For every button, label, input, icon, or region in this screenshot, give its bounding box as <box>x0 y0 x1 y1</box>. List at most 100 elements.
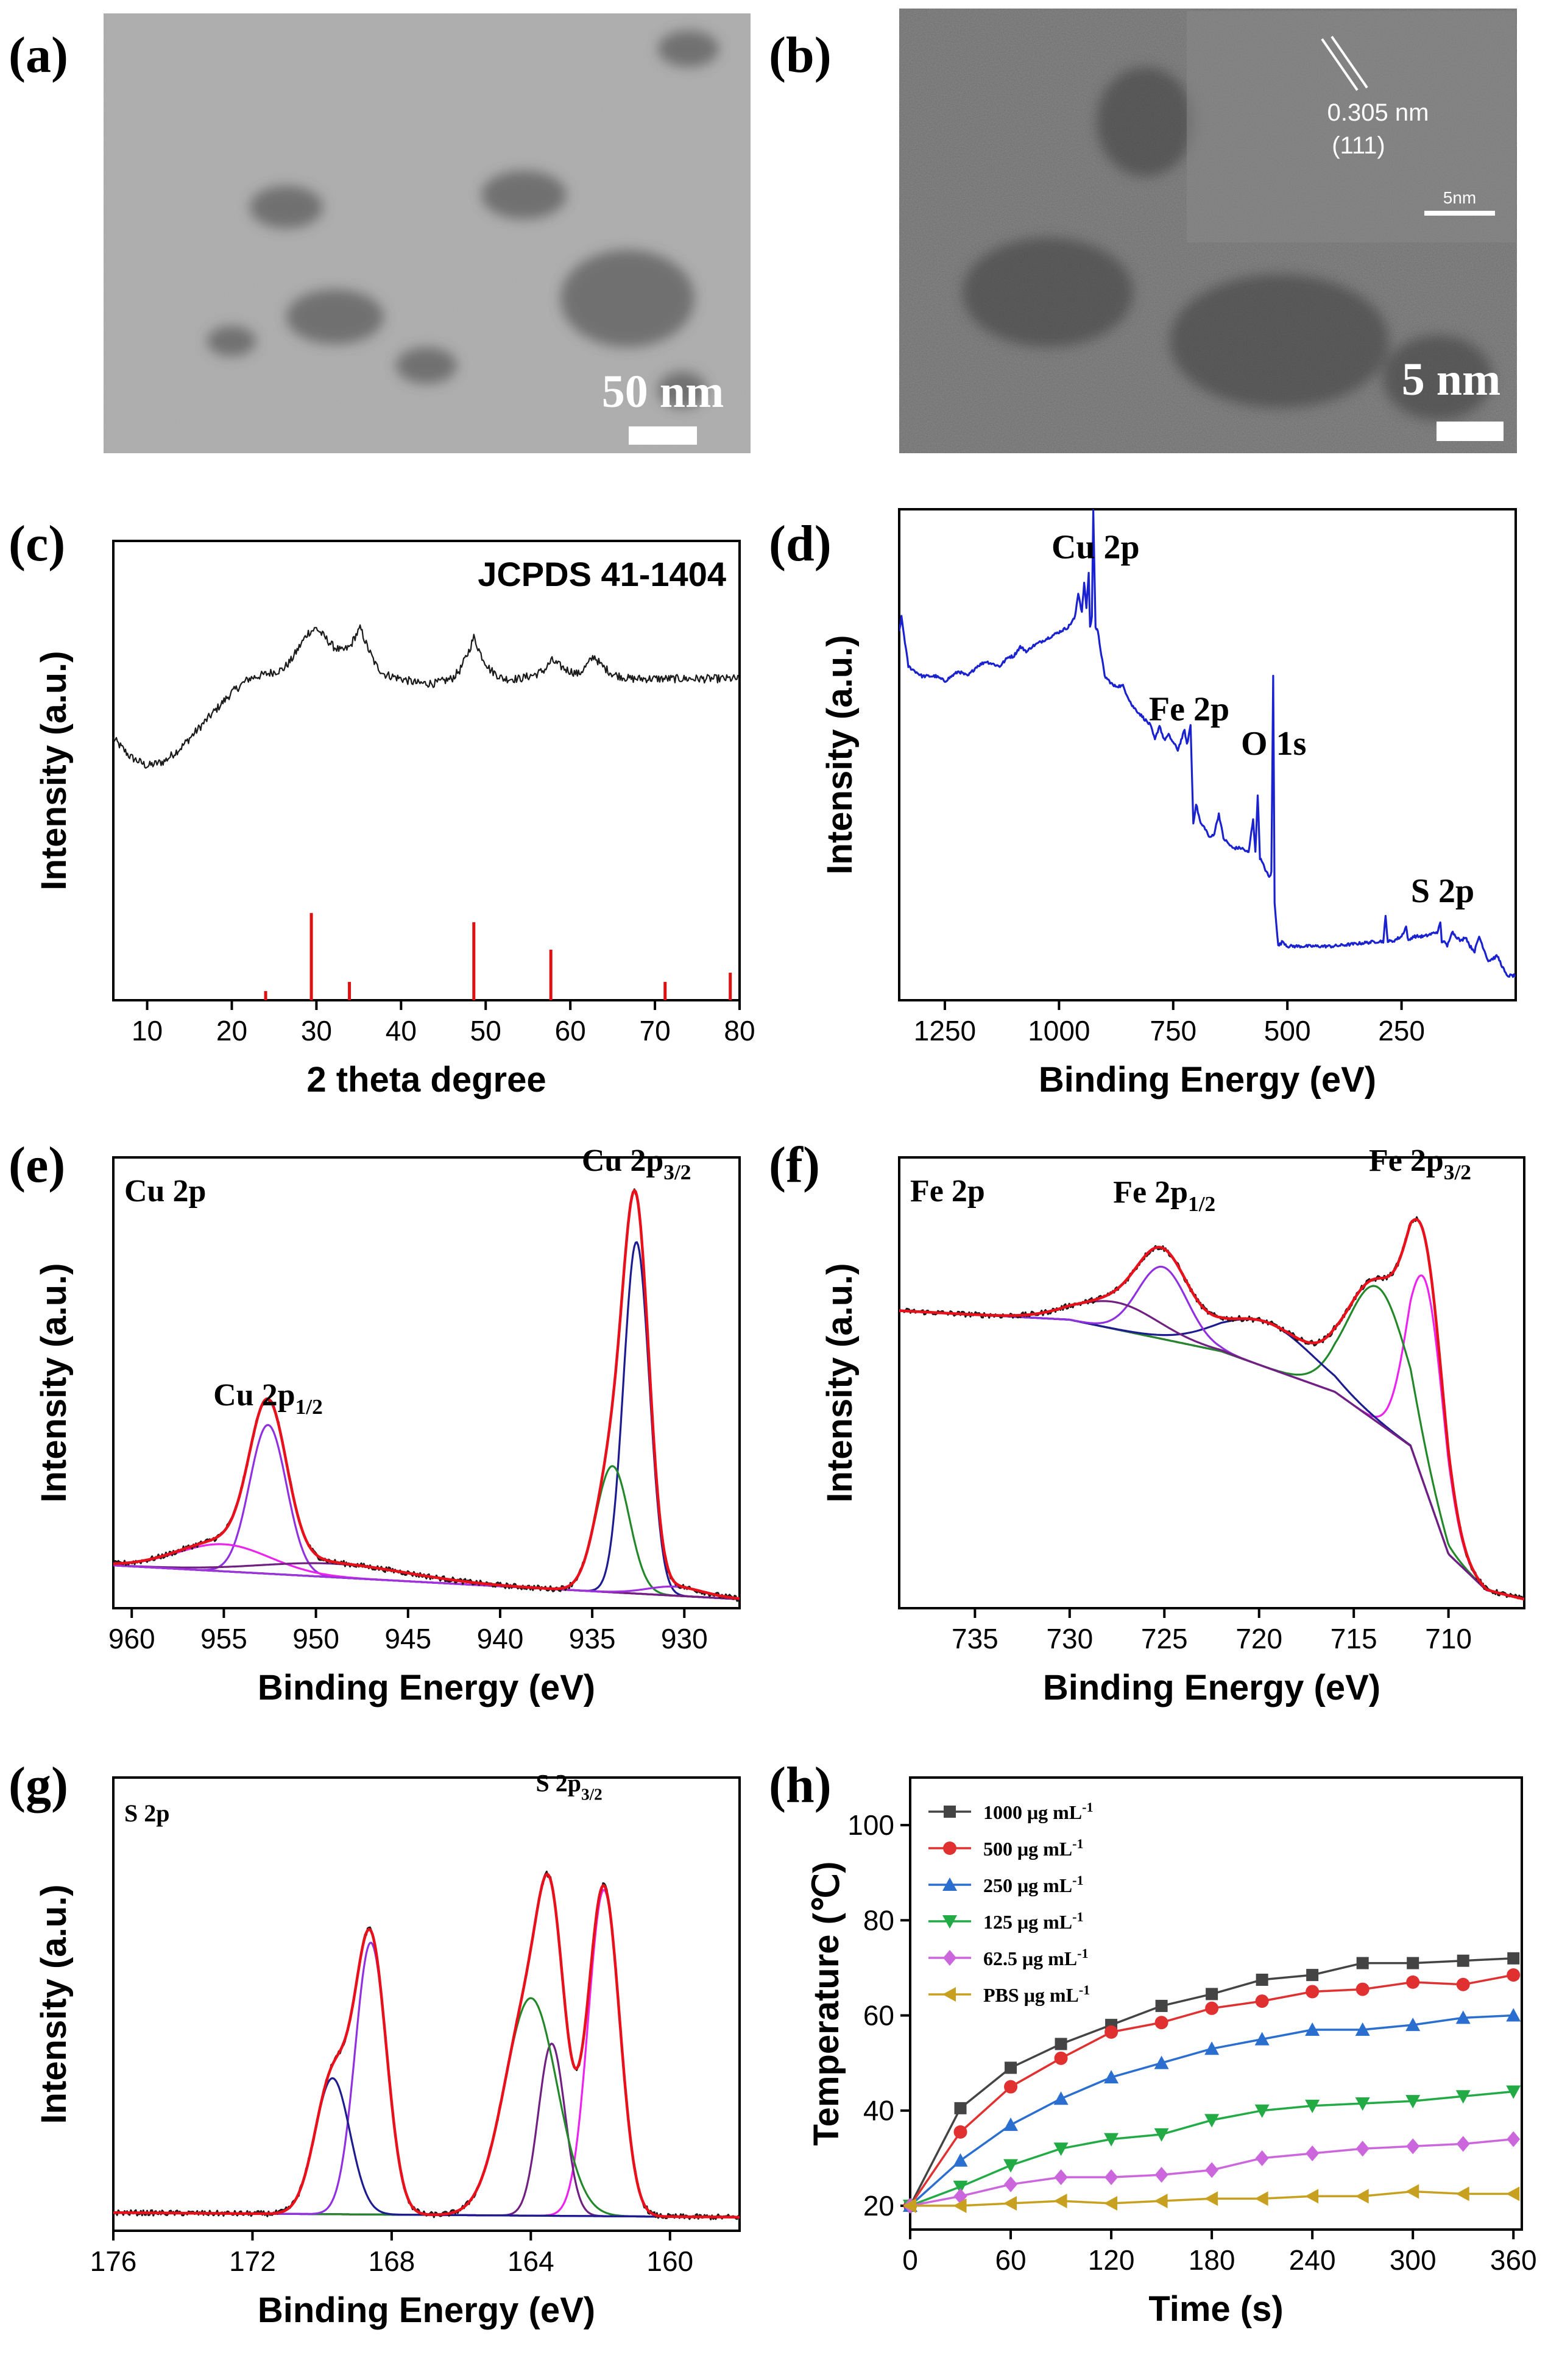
data-point <box>1053 2091 1069 2105</box>
data-point <box>1154 2128 1169 2142</box>
peak-annotation: Cu 2p <box>1051 529 1140 567</box>
panel-letter-e: (e) <box>9 1137 65 1193</box>
panel-letter-f: (f) <box>769 1137 820 1193</box>
panel-a: (a) 50 nm <box>9 13 751 453</box>
data-point <box>953 2153 968 2167</box>
data-point <box>943 1950 956 1966</box>
x-tick-label: 120 <box>1088 2244 1135 2276</box>
x-tick-label: 945 <box>384 1623 431 1654</box>
data-point <box>1254 2191 1268 2206</box>
data-point <box>1306 1969 1319 1982</box>
plot-frame <box>898 1156 1525 1609</box>
panel-c-xrd-chart: (c) 10 20 30 40 50 60 70 80 2 theta degree Intensi… <box>9 515 755 1100</box>
data-point <box>1306 2145 1320 2162</box>
y-axis-label: Temperature (℃) <box>807 1862 846 2146</box>
baseline-curve <box>899 1310 1524 1600</box>
xrd-curve <box>112 624 739 769</box>
data-point <box>1506 2186 1520 2202</box>
fit-envelope <box>113 1189 740 1600</box>
y-axis-label: Intensity (a.u.) <box>820 635 860 874</box>
x-tick-label: 20 <box>216 1015 247 1047</box>
x-tick-label: 30 <box>301 1015 332 1047</box>
data-point <box>1255 1994 1269 2008</box>
data-point <box>1154 2167 1168 2183</box>
data-point <box>1154 2055 1169 2069</box>
chart-title: JCPDS 41-1404 <box>478 555 726 593</box>
fit-component <box>113 2043 740 2219</box>
spectrum-label: Cu 2p <box>124 1174 206 1209</box>
x-tick-label: 1250 <box>914 1015 976 1047</box>
peak-label: S 2p3/2 <box>536 1769 603 1803</box>
data-point <box>944 1806 956 1818</box>
data-point <box>1004 2176 1018 2192</box>
legend-label: 1000 μg mL-1 <box>983 1799 1093 1823</box>
y-axis-label: Intensity (a.u.) <box>820 1263 860 1502</box>
x-tick-label: 720 <box>1235 1623 1282 1654</box>
x-tick-label: 250 <box>1378 1015 1425 1047</box>
x-tick-label: 300 <box>1390 2244 1437 2276</box>
x-axis-label: Time (s) <box>1148 2289 1283 2329</box>
panel-h-temperature-chart: (h) 0 60 120 180 240 300 360 20 40 60 80 100 Time (s)… <box>769 1757 1537 2329</box>
data-point <box>1455 2186 1469 2202</box>
data-point <box>1455 2010 1471 2024</box>
x-tick-label: 60 <box>555 1015 586 1047</box>
x-axis-label: Binding Energy (eV) <box>258 1668 595 1707</box>
fit-component <box>113 1543 740 1600</box>
x-tick-label: 176 <box>90 2245 137 2277</box>
legend-label: 62.5 μg mL-1 <box>983 1946 1088 1969</box>
data-point <box>954 2102 967 2114</box>
data-point <box>1355 2097 1370 2111</box>
data-point <box>1506 2085 1521 2099</box>
data-point <box>1205 2001 1219 2015</box>
x-tick-label: 180 <box>1189 2244 1235 2276</box>
inset-scalebar <box>1424 211 1495 216</box>
legend: 1000 μg mL-1 500 μg mL-1 250 μg mL-1 125 μg… <box>928 1799 1093 2006</box>
x-tick-label: 940 <box>477 1623 524 1654</box>
lattice-spacing-label: 0.305 nm <box>1327 99 1429 126</box>
panel-letter-g: (g) <box>9 1757 68 1813</box>
peak-label: Fe 2p1/2 <box>1113 1175 1215 1216</box>
x-tick-label: 1000 <box>1028 1015 1090 1047</box>
data-point <box>943 1841 956 1855</box>
series-line <box>910 2090 1514 2207</box>
inset-b <box>1187 11 1516 242</box>
fit-component <box>113 1562 740 1600</box>
plot-frame <box>909 1776 1523 2231</box>
data-point <box>1104 2133 1119 2147</box>
x-tick-label: 160 <box>646 2245 693 2277</box>
x-tick-label: 730 <box>1046 1623 1093 1654</box>
x-tick-label: 50 <box>470 1015 501 1047</box>
raw-spectrum <box>113 1188 740 1602</box>
data-point <box>942 1987 956 2002</box>
data-point <box>1255 2150 1269 2166</box>
fit-component <box>113 2077 740 2219</box>
data-point <box>1104 2070 1119 2084</box>
data-point <box>1356 1957 1369 1969</box>
peak-annotation: S 2p <box>1411 872 1474 910</box>
data-point <box>1355 2141 1370 2157</box>
data-point <box>953 2180 968 2194</box>
data-point <box>1254 2104 1270 2118</box>
data-point <box>1355 1982 1370 1996</box>
legend-label: PBS μg mL-1 <box>983 1982 1090 2006</box>
x-tick-label: 10 <box>132 1015 163 1047</box>
fit-component <box>113 1564 740 1600</box>
y-tick-label: 20 <box>863 2190 894 2222</box>
y-tick-label: 100 <box>847 1809 894 1841</box>
data-point <box>1406 2138 1420 2155</box>
y-tick-label: 80 <box>863 1904 894 1936</box>
data-point <box>1456 2136 1470 2152</box>
lattice-plane-label: (111) <box>1332 132 1385 159</box>
nanoparticle-clusters <box>207 30 719 408</box>
data-point <box>1054 2051 1068 2065</box>
data-point <box>1104 2025 1119 2039</box>
x-tick-label: 750 <box>1150 1015 1196 1047</box>
fit-component <box>899 1310 1524 1600</box>
data-point <box>1104 2196 1118 2211</box>
data-point <box>1003 2117 1019 2131</box>
data-point <box>1053 2194 1067 2209</box>
data-point <box>1507 2131 1521 2147</box>
data-point <box>1405 2018 1421 2032</box>
